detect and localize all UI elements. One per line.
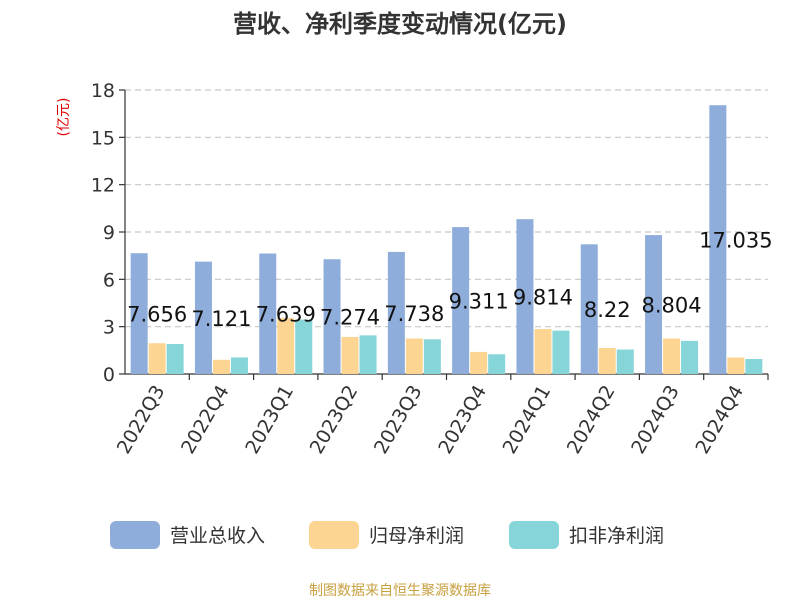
x-tick-label: 2024Q4 <box>691 382 748 458</box>
data-label: 7.274 <box>320 306 380 330</box>
bar-net-profit <box>727 357 745 374</box>
data-label: 7.639 <box>256 303 316 327</box>
x-tick-label: 2022Q3 <box>113 382 170 458</box>
data-label: 17.035 <box>699 229 772 253</box>
bar-deducted-net-profit <box>681 340 699 374</box>
bar-deducted-net-profit <box>166 344 184 374</box>
data-label: 9.311 <box>449 290 509 314</box>
y-tick-label: 9 <box>103 222 115 244</box>
bar-deducted-net-profit <box>616 349 634 374</box>
bar-net-profit <box>341 336 359 374</box>
y-tick-label: 12 <box>91 175 115 197</box>
bar-net-profit <box>148 343 166 374</box>
legend-label: 扣非净利润 <box>569 525 664 547</box>
x-tick-label: 2023Q3 <box>370 382 427 458</box>
source-note: 制图数据来自恒生聚源数据库 <box>309 583 491 599</box>
bar-net-profit <box>534 329 552 374</box>
bars <box>130 105 763 374</box>
bar-revenue <box>323 259 341 374</box>
bar-net-profit <box>470 351 488 374</box>
bar-revenue <box>452 227 470 374</box>
bar-net-profit <box>663 338 681 374</box>
y-tick-label: 18 <box>91 80 115 102</box>
x-tick-label: 2022Q4 <box>177 382 234 458</box>
legend-label: 归母净利润 <box>369 525 464 547</box>
y-tick-label: 15 <box>91 127 115 149</box>
data-label: 7.121 <box>191 307 251 331</box>
legend-swatch <box>509 521 559 549</box>
x-tick-labels: 2022Q3 2022Q4 2023Q1 2023Q2 2023Q3 2023Q4 2024… <box>113 382 748 458</box>
legend-swatch <box>309 521 359 549</box>
bar-deducted-net-profit <box>745 359 763 374</box>
bar-net-profit <box>212 359 230 374</box>
legend-label: 营业总收入 <box>170 525 265 547</box>
data-label: 8.22 <box>584 298 631 322</box>
data-label: 9.814 <box>513 286 573 310</box>
bar-net-profit <box>277 317 295 374</box>
y-tick-label: 3 <box>103 317 115 339</box>
x-tick-label: 2024Q1 <box>499 382 556 458</box>
bar-revenue <box>130 253 148 374</box>
y-tick-labels: 0 3 6 9 12 15 18 <box>91 80 115 386</box>
bar-deducted-net-profit <box>230 357 248 374</box>
chart-title: 营收、净利季度变动情况(亿元) <box>233 10 567 38</box>
x-tick-label: 2023Q1 <box>241 382 298 458</box>
bar-revenue <box>259 253 277 374</box>
data-label: 8.804 <box>641 294 701 318</box>
bar-deducted-net-profit <box>359 335 377 374</box>
bar-deducted-net-profit <box>552 330 570 374</box>
x-tick-label: 2023Q4 <box>434 382 491 458</box>
bar-deducted-net-profit <box>295 319 313 374</box>
bar-deducted-net-profit <box>423 339 441 374</box>
axes <box>119 89 769 380</box>
x-tick-label: 2024Q2 <box>563 382 620 458</box>
y-tick-label: 0 <box>103 364 115 386</box>
bar-deducted-net-profit <box>488 354 506 374</box>
y-tick-label: 6 <box>103 269 115 291</box>
bar-revenue <box>645 235 663 374</box>
grid-lines <box>125 89 768 328</box>
bar-revenue <box>194 261 212 374</box>
legend: 营业总收入 归母净利润 扣非净利润 <box>110 521 664 549</box>
bar-revenue <box>387 251 405 374</box>
y-axis-unit-label: (亿元) <box>56 98 72 137</box>
x-tick-label: 2024Q3 <box>627 382 684 458</box>
data-label: 7.656 <box>127 303 187 327</box>
bar-revenue <box>709 105 727 374</box>
bar-revenue <box>580 244 598 374</box>
bar-net-profit <box>405 338 423 374</box>
bar-net-profit <box>598 347 616 374</box>
bar-revenue <box>516 219 534 374</box>
legend-swatch <box>110 521 160 549</box>
data-label: 7.738 <box>384 302 444 326</box>
x-tick-label: 2023Q2 <box>306 382 363 458</box>
